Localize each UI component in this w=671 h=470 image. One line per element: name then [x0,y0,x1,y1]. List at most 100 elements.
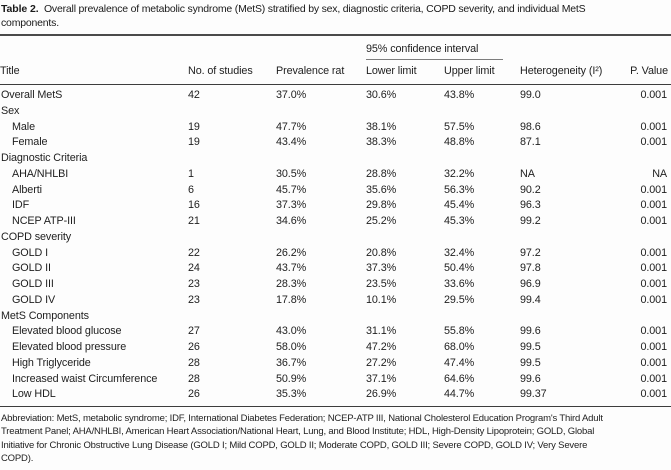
table-row: Alberti 6 45.7% 35.6% 56.3% 90.2 0.001 [0,183,671,199]
cell-title: Increased waist Circumference [12,372,158,385]
ci-spanner-row: 95% confidence interval [0,36,671,60]
cell-heterogeneity [520,230,628,246]
table-row: MetS Components [0,309,671,325]
table-row: COPD severity [0,230,671,246]
cell-prevalence: 43.4% [276,136,307,149]
cell-pvalue [628,151,671,167]
cell-lower [366,230,444,246]
table-row: AHA/NHLBI 1 30.5% 28.8% 32.2% NA NA [0,167,671,183]
cell-lower: 29.8% [366,199,397,212]
cell-prevalence: 50.9% [276,372,307,385]
cell-title: MetS Components [1,309,89,322]
cell-studies: 19 [188,136,200,149]
cell-lower: 23.5% [366,278,397,290]
table-row: GOLD IV 23 17.8% 10.1% 29.5% 99.4 0.001 [0,293,671,309]
cell-lower [366,151,444,167]
cell-upper [444,230,520,246]
cell-heterogeneity: 99.6 [520,325,541,338]
col-header-pvalue: P. Value [630,65,668,77]
cell-pvalue: 0.001 [640,341,667,353]
cell-heterogeneity: 96.3 [520,199,541,212]
table-row: Overall MetS 42 37.0% 30.6% 43.8% 99.0 0… [0,88,671,104]
col-header-upper-limit: Upper limit [444,65,495,77]
cell-heterogeneity: 99.2 [520,215,541,227]
cell-heterogeneity: 97.2 [520,246,541,259]
top-rule [0,34,671,36]
table-header-row: Title No. of studies Prevalence rat Lowe… [0,60,671,85]
col-header-title: Title [0,65,20,77]
cell-lower [366,104,444,120]
cell-heterogeneity: 87.1 [520,136,541,149]
cell-upper [444,104,520,120]
footnote-line: COPD). [1,453,34,465]
cell-pvalue: 0.001 [640,262,667,275]
cell-upper: 64.6% [444,372,475,385]
cell-title: COPD severity [1,230,72,243]
footnote-line: Treatment Panel; AHA/NHLBI, American Hea… [1,426,595,438]
cell-upper: 68.0% [444,341,475,353]
cell-studies [188,151,276,167]
table-row: NCEP ATP-III 21 34.6% 25.2% 45.3% 99.2 0… [0,214,671,230]
cell-upper: 29.5% [444,293,475,306]
cell-title: Overall MetS [1,89,63,101]
cell-pvalue: 0.001 [640,136,667,149]
cell-lower: 20.8% [366,246,397,259]
cell-upper: 44.7% [444,388,475,401]
caption-line-2: components. [1,16,59,29]
table-row: Male 19 47.7% 38.1% 57.5% 98.6 0.001 [0,120,671,136]
cell-pvalue [628,104,671,120]
cell-heterogeneity: 99.4 [520,293,541,306]
cell-prevalence [276,309,366,325]
table-row: Increased waist Circumference 28 50.9% 3… [0,372,671,388]
bottom-rule [0,406,671,407]
cell-upper: 33.6% [444,278,475,290]
cell-prevalence: 47.7% [276,120,307,133]
cell-title: Sex [1,104,20,117]
cell-title: Elevated blood glucose [12,325,122,338]
cell-studies: 27 [188,325,200,338]
cell-title: GOLD I [12,246,48,259]
cell-studies: 19 [188,120,200,133]
caption-line-1: Table 2. Overall prevalence of metabolic… [1,3,669,17]
cell-pvalue: 0.001 [640,325,667,338]
cell-studies: 24 [188,262,200,275]
cell-pvalue: 0.001 [640,120,667,133]
table-row: GOLD II 24 43.7% 37.3% 50.4% 97.8 0.001 [0,261,671,277]
cell-pvalue: 0.001 [640,356,667,369]
cell-prevalence: 17.8% [276,293,307,306]
table-row: GOLD III 23 28.3% 23.5% 33.6% 96.9 0.001 [0,277,671,293]
col-header-prevalence: Prevalence rat [276,65,345,77]
cell-pvalue: 0.001 [640,278,667,290]
cell-lower [366,309,444,325]
cell-studies: 26 [188,388,200,401]
cell-prevalence: 37.3% [276,199,307,212]
cell-lower: 10.1% [366,293,397,306]
cell-lower: 30.6% [366,89,397,101]
cell-prevalence: 58.0% [276,341,307,353]
cell-heterogeneity: 97.8 [520,262,541,275]
cell-lower: 47.2% [366,341,397,353]
footnote-line: Abbreviation: MetS, metabolic syndrome; … [1,413,603,424]
cell-title: Elevated blood pressure [12,341,127,353]
cell-lower: 27.2% [366,356,397,369]
cell-upper: 32.2% [444,167,475,180]
table-row: GOLD I 22 26.2% 20.8% 32.4% 97.2 0.001 [0,246,671,262]
table-row: Elevated blood pressure 26 58.0% 47.2% 6… [0,340,671,356]
table-row: Sex [0,104,671,120]
cell-studies: 16 [188,199,200,212]
cell-upper [444,309,520,325]
cell-prevalence: 35.3% [276,388,307,401]
cell-lower: 28.8% [366,167,397,180]
cell-heterogeneity [520,151,628,167]
cell-prevalence [276,230,366,246]
cell-studies: 21 [188,215,200,227]
table-row: Female 19 43.4% 38.3% 48.8% 87.1 0.001 [0,135,671,151]
cell-studies [188,230,276,246]
cell-heterogeneity: 99.0 [520,89,541,101]
cell-heterogeneity: 96.9 [520,278,541,290]
cell-upper: 45.4% [444,199,475,212]
cell-pvalue: 0.001 [640,199,667,212]
cell-prevalence: 37.0% [276,89,307,101]
cell-heterogeneity: 99.5 [520,341,541,353]
